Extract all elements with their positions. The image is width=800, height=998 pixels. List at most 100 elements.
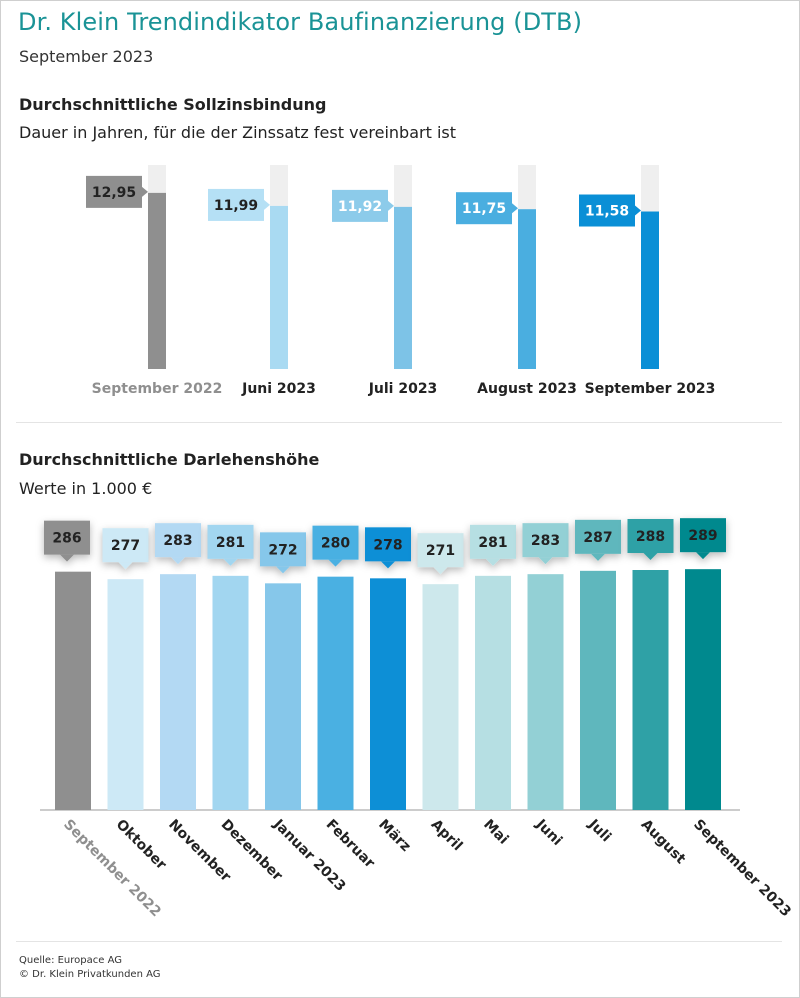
callout-pointer bbox=[512, 203, 518, 214]
bar bbox=[317, 576, 354, 810]
page-title: Dr. Klein Trendindikator Baufinanzierung… bbox=[18, 8, 583, 36]
chart1-subtitle: Dauer in Jahren, für die der Zinssatz fe… bbox=[19, 123, 456, 142]
callout-pointer bbox=[328, 559, 343, 567]
callout-pointer bbox=[223, 558, 238, 566]
value-callout bbox=[260, 532, 306, 574]
callout-box bbox=[365, 527, 411, 562]
callout-box bbox=[155, 523, 201, 558]
callout-pointer bbox=[60, 554, 74, 562]
data-label: 278 bbox=[373, 537, 402, 553]
data-label: 11,75 bbox=[462, 201, 506, 217]
callout-pointer bbox=[381, 561, 395, 569]
bar bbox=[580, 570, 616, 810]
callout-box bbox=[312, 525, 359, 560]
data-label: 286 bbox=[52, 531, 81, 547]
data-label: 271 bbox=[426, 543, 455, 559]
data-label: 287 bbox=[583, 530, 612, 546]
category-label: September 2022 bbox=[92, 381, 223, 397]
value-callout bbox=[332, 189, 388, 222]
data-label: 11,58 bbox=[585, 204, 629, 220]
callout-box bbox=[470, 524, 516, 559]
category-label: September 2023 bbox=[690, 817, 794, 920]
bar bbox=[527, 574, 564, 810]
callout-box bbox=[627, 519, 674, 553]
bar bbox=[55, 571, 91, 810]
category-label: April bbox=[428, 817, 466, 855]
callout-box bbox=[680, 518, 726, 553]
data-label: 288 bbox=[636, 529, 665, 545]
category-label: September 2023 bbox=[585, 381, 716, 397]
bar bbox=[270, 205, 288, 369]
category-label: Mai bbox=[480, 817, 511, 848]
callout-pointer bbox=[171, 557, 185, 565]
source-note: Quelle: Europace AG bbox=[19, 955, 123, 966]
data-label: 11,99 bbox=[214, 198, 258, 214]
value-callout bbox=[365, 527, 411, 569]
bar bbox=[370, 578, 406, 810]
category-label: Oktober bbox=[113, 817, 170, 874]
bar bbox=[641, 211, 659, 369]
callout-box bbox=[417, 533, 464, 568]
bar bbox=[518, 209, 536, 369]
bar bbox=[265, 583, 301, 810]
data-label: 277 bbox=[111, 538, 140, 554]
sollzinsbindung-chart: 12,95 September 2022 11,99 Juni 2023 11,92 Ju… bbox=[86, 165, 716, 397]
value-callout bbox=[155, 523, 201, 565]
callout-pointer bbox=[591, 553, 605, 561]
callout-pointer bbox=[433, 567, 448, 575]
callout-box bbox=[102, 528, 149, 563]
chart2-title: Durchschnittliche Darlehenshöhe bbox=[19, 450, 320, 469]
data-label: 280 bbox=[321, 536, 350, 552]
callout-box bbox=[207, 524, 254, 559]
callout-pointer bbox=[142, 186, 148, 197]
value-callout bbox=[312, 525, 359, 567]
category-label: Juni bbox=[532, 816, 565, 849]
data-label: 281 bbox=[216, 535, 245, 551]
bar bbox=[422, 584, 459, 810]
value-callout bbox=[470, 524, 516, 566]
data-label: 12,95 bbox=[92, 185, 136, 201]
chart2-subtitle: Werte in 1.000 € bbox=[19, 479, 153, 498]
bar bbox=[685, 569, 721, 810]
page-subtitle: September 2023 bbox=[19, 47, 154, 66]
data-label: 281 bbox=[478, 535, 507, 551]
callout-box bbox=[260, 532, 306, 567]
bar bbox=[107, 579, 144, 810]
value-callout bbox=[522, 523, 569, 565]
data-label: 289 bbox=[688, 528, 717, 544]
callout-box bbox=[575, 519, 621, 554]
value-callout bbox=[575, 519, 621, 561]
bar bbox=[394, 206, 412, 369]
callout-pointer bbox=[264, 199, 270, 210]
category-label: August bbox=[638, 817, 689, 868]
category-label: Juli 2023 bbox=[368, 381, 438, 397]
callout-pointer bbox=[118, 562, 133, 570]
value-callout bbox=[44, 520, 90, 562]
category-label: März bbox=[375, 817, 413, 855]
value-callout bbox=[579, 194, 635, 227]
bar bbox=[632, 570, 669, 810]
bar bbox=[475, 575, 511, 810]
value-callout bbox=[456, 192, 512, 225]
data-label: 11,92 bbox=[338, 199, 382, 215]
category-label: Juli bbox=[584, 816, 614, 846]
category-label: September 2022 bbox=[60, 817, 164, 920]
callout-box bbox=[44, 520, 90, 555]
section-divider bbox=[16, 422, 782, 423]
value-callout bbox=[86, 175, 142, 208]
footer-divider bbox=[16, 941, 782, 942]
bar bbox=[148, 192, 166, 369]
callout-pointer bbox=[635, 205, 641, 216]
value-callout bbox=[417, 533, 464, 575]
value-callout bbox=[680, 518, 726, 560]
callout-pointer bbox=[486, 558, 500, 566]
data-label: 272 bbox=[268, 542, 297, 558]
data-label: 283 bbox=[163, 533, 192, 549]
callout-pointer bbox=[538, 557, 553, 565]
category-label: Juni 2023 bbox=[241, 381, 316, 397]
data-label: 283 bbox=[531, 533, 560, 549]
bar bbox=[160, 574, 196, 810]
category-label: August 2023 bbox=[477, 381, 577, 397]
value-callout bbox=[102, 528, 149, 570]
